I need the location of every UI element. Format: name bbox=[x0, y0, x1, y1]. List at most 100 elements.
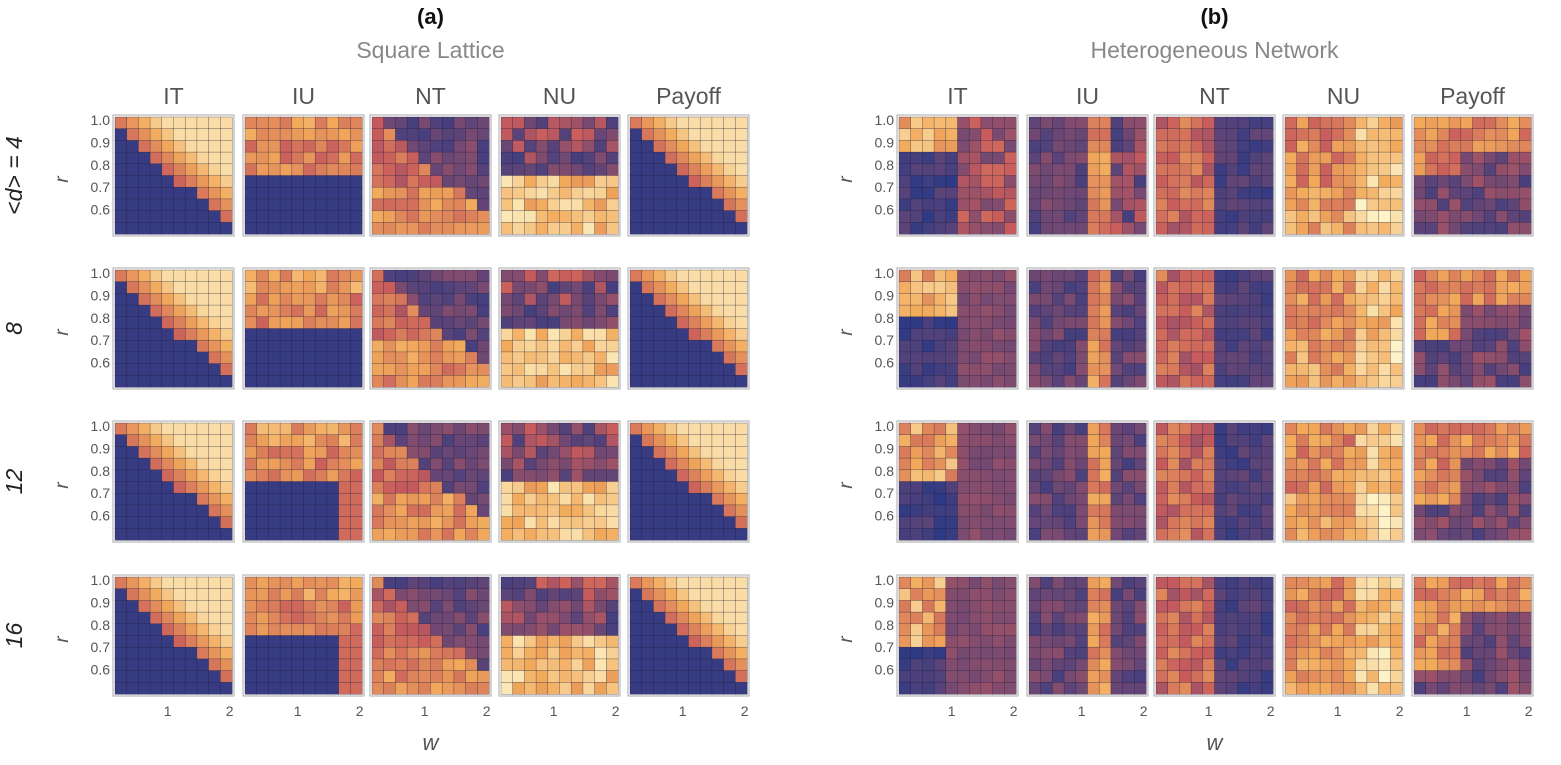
heatmap-cell bbox=[1098, 222, 1112, 235]
heatmap-cell bbox=[161, 469, 175, 483]
heatmap-cell bbox=[945, 588, 959, 601]
heatmap-cell bbox=[570, 504, 584, 518]
heatmap-cell bbox=[184, 646, 198, 660]
heatmap-cell bbox=[547, 186, 561, 200]
heatmap-cell bbox=[1249, 646, 1262, 660]
heatmap-cell bbox=[933, 457, 947, 471]
heatmap-cell bbox=[1308, 328, 1321, 341]
heatmap-cell bbox=[699, 623, 713, 637]
heatmap-cell bbox=[653, 210, 666, 223]
y-tick-label: 0.9 bbox=[875, 287, 895, 303]
heatmap-cell bbox=[244, 328, 258, 341]
heatmap-cell bbox=[326, 210, 340, 223]
heatmap-cell bbox=[279, 293, 293, 306]
heatmap-cell bbox=[477, 351, 490, 365]
heatmap-cell bbox=[1483, 328, 1497, 341]
heatmap-cell bbox=[291, 269, 305, 283]
heatmap-cell bbox=[161, 351, 175, 365]
heatmap-cell bbox=[1237, 576, 1251, 590]
heatmap-cell bbox=[500, 328, 514, 341]
panel-label: (b) bbox=[1200, 4, 1228, 29]
heatmap-cell bbox=[1237, 481, 1251, 494]
heatmap-cell bbox=[196, 504, 210, 518]
heatmap-cell bbox=[653, 339, 666, 353]
heatmap-cell bbox=[1237, 516, 1251, 529]
heatmap-cell bbox=[1214, 469, 1227, 483]
heatmap-cell bbox=[1413, 269, 1427, 283]
heatmap-cell bbox=[465, 375, 478, 388]
heatmap-cell bbox=[1179, 304, 1192, 318]
heatmap-cell bbox=[1319, 611, 1333, 625]
heatmap-cell bbox=[338, 328, 351, 341]
heatmap-cell bbox=[957, 457, 970, 471]
heatmap-cell bbox=[1495, 163, 1509, 177]
heatmap-cell bbox=[1460, 128, 1474, 141]
heatmap-cell bbox=[1343, 434, 1356, 447]
heatmap-cell bbox=[1390, 528, 1403, 541]
heatmap-cell bbox=[126, 163, 139, 177]
heatmap-cell bbox=[1075, 186, 1089, 200]
heatmap-cell bbox=[303, 363, 316, 376]
heatmap-cell bbox=[1202, 293, 1216, 306]
heatmap-cell bbox=[535, 269, 549, 283]
heatmap-cell bbox=[1296, 422, 1309, 436]
heatmap-cell bbox=[1028, 576, 1042, 590]
heatmap-cell bbox=[1214, 646, 1227, 660]
heatmap-cell bbox=[992, 623, 1005, 637]
heatmap-cell bbox=[1063, 222, 1077, 235]
heatmap-cell bbox=[1448, 600, 1462, 613]
heatmap-cell bbox=[1319, 128, 1333, 141]
heatmap-cell bbox=[1437, 186, 1450, 200]
heatmap-cell bbox=[173, 351, 186, 365]
heatmap-cell bbox=[1214, 434, 1227, 447]
heatmap-cell bbox=[699, 457, 713, 471]
heatmap-cell bbox=[338, 363, 351, 376]
heatmap-cell bbox=[268, 434, 281, 447]
heatmap-cell bbox=[1040, 293, 1053, 306]
heatmap-cell bbox=[1004, 635, 1017, 648]
heatmap-cell bbox=[1063, 481, 1077, 494]
heatmap-cell bbox=[184, 175, 198, 188]
heatmap-cell bbox=[653, 635, 666, 648]
heatmap-cell bbox=[326, 163, 340, 177]
heatmap-cell bbox=[1052, 151, 1065, 165]
heatmap-cell bbox=[1225, 163, 1239, 177]
heatmap-cell bbox=[957, 422, 970, 436]
heatmap-cell bbox=[512, 281, 525, 294]
heatmap-cell bbox=[723, 434, 736, 447]
heatmap-cell bbox=[594, 128, 607, 141]
heatmap-cell bbox=[1378, 269, 1391, 283]
heatmap-cell bbox=[1425, 658, 1438, 672]
heatmap-cell bbox=[676, 504, 690, 518]
heatmap-cell bbox=[1507, 163, 1520, 177]
heatmap-cell bbox=[1425, 492, 1438, 506]
heatmap-cell bbox=[244, 210, 258, 223]
heatmap-cell bbox=[570, 492, 584, 506]
heatmap-cell bbox=[395, 116, 408, 130]
heatmap-cell bbox=[418, 646, 432, 660]
heatmap-cell bbox=[500, 492, 514, 506]
heatmap-cell bbox=[512, 175, 525, 188]
heatmap-cell bbox=[957, 446, 970, 459]
heatmap-cell bbox=[629, 516, 643, 529]
heatmap-cell bbox=[279, 351, 293, 365]
heatmap-cell bbox=[314, 222, 328, 235]
heatmap-cell bbox=[1354, 623, 1368, 637]
heatmap-cell bbox=[383, 588, 396, 601]
heatmap-cell bbox=[653, 434, 666, 447]
heatmap-cell bbox=[291, 469, 305, 483]
heatmap-cell bbox=[453, 611, 467, 625]
heatmap-cell bbox=[1448, 516, 1462, 529]
heatmap-cell bbox=[1437, 446, 1450, 459]
heatmap-cell bbox=[676, 516, 690, 529]
heatmap-cell bbox=[430, 635, 443, 648]
heatmap-cell bbox=[477, 328, 490, 341]
heatmap-cell bbox=[406, 269, 420, 283]
heatmap-cell bbox=[279, 210, 293, 223]
heatmap-cell bbox=[699, 670, 713, 683]
heatmap-cell bbox=[314, 363, 328, 376]
heatmap-cell bbox=[500, 682, 514, 695]
heatmap-cell bbox=[594, 457, 607, 471]
heatmap-cell bbox=[992, 128, 1005, 141]
heatmap-cell bbox=[711, 446, 725, 459]
